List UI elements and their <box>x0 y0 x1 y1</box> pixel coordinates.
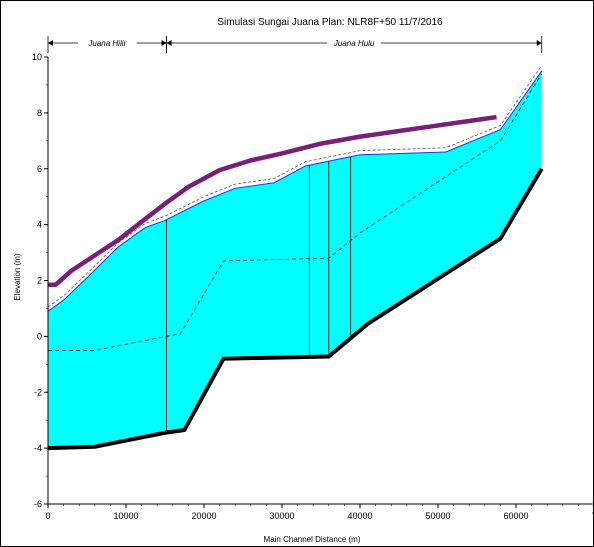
segment-label-bg-1 <box>327 38 382 48</box>
y-tick-label-5: 4 <box>37 220 42 230</box>
water-area <box>48 70 542 449</box>
x-tick-label-1: 10000 <box>113 511 138 521</box>
y-tick-label-2: -2 <box>34 387 42 397</box>
x-tick-label-0: 0 <box>45 511 50 521</box>
channel-bed-line <box>47 167 544 451</box>
segment-label-0: Juana Hilir <box>87 39 126 48</box>
y-tick-label-4: 2 <box>37 276 42 286</box>
energy-grade-line <box>47 65 543 308</box>
x-tick-label-4: 40000 <box>347 511 372 521</box>
segment-arrow-right-0 <box>161 40 167 46</box>
x-tick-label-5: 50000 <box>425 511 450 521</box>
water-surface-line <box>47 70 543 312</box>
x-tick-label-7: 7 <box>591 511 594 521</box>
segment-arrow-right-1 <box>536 40 542 46</box>
y-tick-label-6: 6 <box>37 164 42 174</box>
x-tick-label-3: 30000 <box>269 511 294 521</box>
segment-label-1: Juana Hulu <box>333 39 375 48</box>
y-tick-label-8: 10 <box>32 52 42 62</box>
x-axis-label: Main Channel Distance (m) <box>264 535 361 544</box>
y-tick-label-1: -4 <box>34 443 42 453</box>
segment-arrow-left-1 <box>166 40 172 46</box>
y-tick-label-7: 8 <box>37 108 42 118</box>
chart-title: Simulasi Sungai Juana Plan: NLR8F+50 11/… <box>217 17 443 28</box>
x-tick-label-6: 60000 <box>503 511 528 521</box>
x-tick-label-2: 20000 <box>191 511 216 521</box>
y-tick-label-3: 0 <box>37 331 42 341</box>
segment-arrow-left-0 <box>48 40 53 46</box>
y-tick-label-0: -6 <box>34 499 42 509</box>
segment-label-bg-0 <box>77 38 137 48</box>
flood-level-line <box>48 114 497 287</box>
y-axis-label: Elevation (m) <box>13 253 22 300</box>
